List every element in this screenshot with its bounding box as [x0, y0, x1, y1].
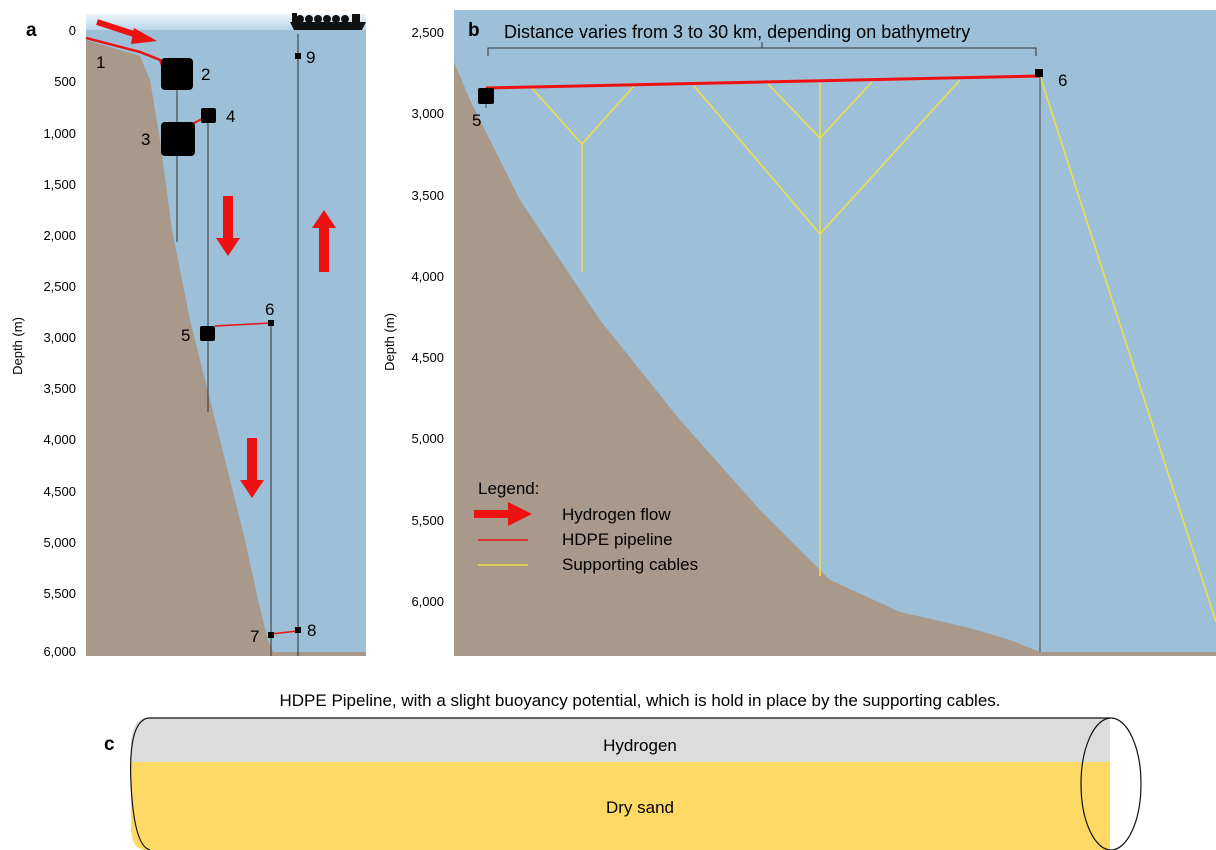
- hydrogen-flow-arrow-down-2: [240, 438, 264, 498]
- panel-b-tick: 5,500: [411, 513, 444, 528]
- node-5-b: [478, 88, 494, 104]
- legend-title: Legend:: [478, 479, 539, 498]
- panel-a-bottom-floor: [268, 652, 366, 656]
- pipe-sand-section: [131, 762, 1110, 850]
- pipe-right-end: [1080, 717, 1142, 850]
- panel-a-y-axis-label: Depth (m): [10, 317, 25, 375]
- panel-a-tick: 4,000: [43, 432, 76, 447]
- ship-icon: [290, 13, 366, 30]
- pipe-left-cap: [130, 717, 151, 850]
- hydrogen-label: Hydrogen: [603, 736, 677, 755]
- panel-b-seabed: [454, 62, 1216, 656]
- distance-label: Distance varies from 3 to 30 km, dependi…: [504, 22, 970, 42]
- pipeline-caption: HDPE Pipeline, with a slight buoyancy po…: [279, 691, 1000, 710]
- panel-b-tick: 3,500: [411, 188, 444, 203]
- panel-a-tick: 1,500: [43, 177, 76, 192]
- label-point-5: 5: [181, 326, 190, 345]
- node-6: [268, 320, 274, 326]
- panel-a-seabed: [86, 40, 275, 656]
- node-7: [268, 632, 274, 638]
- panel-c: HDPE Pipeline, with a slight buoyancy po…: [104, 691, 1142, 850]
- node-5: [200, 326, 215, 341]
- hydrogen-flow-arrow-down-1: [216, 196, 240, 256]
- panel-a: a 0 500 1,000 1,500 2,000 2,500 3,000 3,…: [10, 13, 366, 659]
- panel-b-tick: 4,500: [411, 350, 444, 365]
- supporting-cables: [529, 75, 1216, 623]
- label-point-3: 3: [141, 130, 150, 149]
- node-2: [161, 58, 193, 90]
- node-9: [295, 53, 301, 59]
- panel-a-tick: 3,000: [43, 330, 76, 345]
- panel-c-letter: c: [104, 734, 115, 755]
- hydrogen-flow-arrow-surface: [96, 19, 157, 44]
- panel-a-tick: 0: [69, 23, 76, 38]
- panel-b: b Distance varies from 3 to 30 km, depen…: [382, 10, 1216, 656]
- label-point-2: 2: [201, 65, 210, 84]
- dry-sand-label: Dry sand: [606, 798, 674, 817]
- panel-b-tick: 4,000: [411, 269, 444, 284]
- pipe-7-8: [270, 630, 299, 635]
- hydrogen-flow-arrow-up: [312, 210, 336, 272]
- node-6-b: [1035, 69, 1043, 77]
- panel-b-tick: 3,000: [411, 106, 444, 121]
- panel-a-tick: 5,500: [43, 586, 76, 601]
- panel-a-tick: 6,000: [43, 644, 76, 659]
- hdpe-pipeline-b: [485, 74, 1041, 90]
- node-4: [201, 108, 216, 123]
- panel-a-tick: 3,500: [43, 381, 76, 396]
- label-point-6-b: 6: [1058, 71, 1067, 90]
- legend-swatch-hydrogen-flow: [474, 502, 532, 526]
- label-point-7: 7: [250, 627, 259, 646]
- panel-a-tick: 500: [54, 74, 76, 89]
- panel-a-tick: 2,000: [43, 228, 76, 243]
- pipe-gas-section: [131, 718, 1110, 762]
- panel-b-letter: b: [468, 20, 480, 41]
- pipe-5-6: [214, 322, 272, 327]
- legend-label-hydrogen-flow: Hydrogen flow: [562, 505, 671, 524]
- label-point-9: 9: [306, 48, 315, 67]
- label-point-1: 1: [96, 53, 105, 72]
- panel-b-y-axis-label: Depth (m): [382, 313, 397, 371]
- label-point-6: 6: [265, 300, 274, 319]
- panel-a-tick: 5,000: [43, 535, 76, 550]
- distance-bracket: [487, 42, 1037, 56]
- legend: Legend: Hydrogen flow HDPE pipeline Supp…: [474, 479, 698, 574]
- node-8: [295, 627, 301, 633]
- panel-a-letter: a: [26, 20, 37, 41]
- panel-b-tick: 2,500: [411, 25, 444, 40]
- legend-label-hdpe-pipeline: HDPE pipeline: [562, 530, 673, 549]
- label-point-4: 4: [226, 107, 235, 126]
- panel-a-tick: 4,500: [43, 484, 76, 499]
- label-point-8: 8: [307, 621, 316, 640]
- label-point-5-b: 5: [472, 111, 481, 130]
- node-3: [161, 122, 195, 156]
- panel-a-tick: 2,500: [43, 279, 76, 294]
- legend-label-supporting-cables: Supporting cables: [562, 555, 698, 574]
- panel-b-tick: 6,000: [411, 594, 444, 609]
- panel-a-tick: 1,000: [43, 126, 76, 141]
- panel-b-tick: 5,000: [411, 431, 444, 446]
